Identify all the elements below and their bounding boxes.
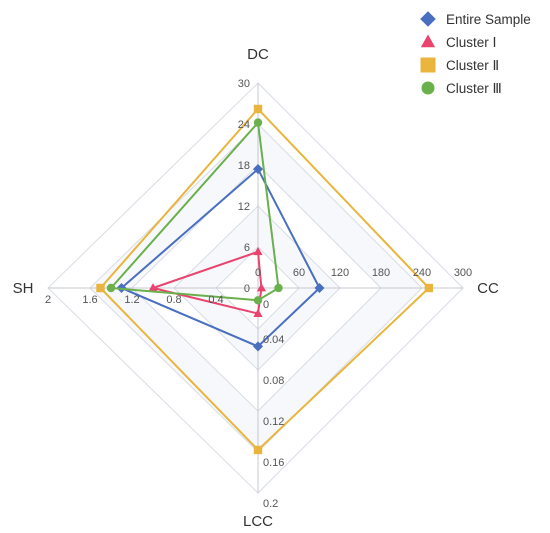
tick-label-sh-3: 1.2 [124, 294, 139, 306]
data-point-1-dc [252, 164, 264, 175]
axis-title-cc: CC [477, 280, 499, 297]
legend-label-2: Cluster Ⅰ [446, 35, 497, 50]
axis-title-sh: SH [13, 280, 34, 297]
tick-label-dc-5: 30 [238, 78, 250, 90]
legend-label-4: Cluster Ⅲ [446, 81, 502, 96]
tick-label-sh-1: 0.4 [208, 294, 223, 306]
tick-label-lcc-2: 0.08 [263, 375, 284, 387]
radar-axis-labels: DC CC LCC SH [13, 46, 499, 530]
legend-marker-3 [420, 57, 436, 73]
tick-label-sh-4: 1.6 [82, 294, 97, 306]
chart-legend[interactable]: Entire Sample Cluster Ⅰ Cluster Ⅱ Cluster Ⅲ [420, 11, 531, 96]
data-point-3-cc [424, 283, 434, 293]
legend-marker-4 [421, 81, 435, 95]
axis-title-lcc: LCC [243, 513, 273, 530]
data-point-2-lcc [253, 308, 263, 317]
data-point-3-sh [96, 283, 105, 293]
data-point-2-cc [256, 283, 267, 292]
legend-label-1: Entire Sample [446, 12, 531, 27]
tick-label-dc-0: 0 [244, 283, 250, 295]
data-point-4-cc [274, 283, 283, 293]
legend-item-3[interactable]: Cluster Ⅱ [420, 57, 500, 74]
tick-label-dc-2: 12 [238, 201, 250, 213]
tick-label-lcc-5: 0.2 [263, 498, 278, 510]
tick-label-lcc-0: 0 [263, 299, 269, 311]
tick-label-sh-5: 2 [45, 294, 51, 306]
data-point-2-sh [148, 283, 158, 292]
legend-item-4[interactable]: Cluster Ⅲ [421, 81, 502, 96]
tick-label-cc-5: 300 [454, 267, 472, 279]
tick-label-sh-2: 0.8 [166, 294, 181, 306]
tick-label-cc-1: 60 [293, 267, 305, 279]
data-point-4-sh [106, 283, 116, 293]
legend-marker-1 [420, 11, 436, 27]
axis-title-dc: DC [247, 46, 269, 63]
data-point-4-dc [253, 118, 263, 127]
legend-label-3: Cluster Ⅱ [446, 58, 499, 73]
data-point-3-dc [253, 104, 263, 114]
tick-label-lcc-1: 0.04 [263, 334, 284, 346]
data-point-2-dc [253, 246, 263, 256]
tick-label-lcc-3: 0.12 [263, 416, 284, 428]
tick-label-dc-3: 18 [238, 160, 250, 172]
radar-series [96, 104, 434, 455]
legend-item-2[interactable]: Cluster Ⅰ [420, 34, 497, 50]
legend-item-1[interactable]: Entire Sample [420, 11, 531, 27]
legend-marker-2 [420, 34, 436, 48]
data-point-1-lcc [252, 341, 264, 352]
tick-label-cc-4: 240 [413, 267, 431, 279]
data-point-4-lcc [253, 296, 263, 305]
tick-label-dc-4: 24 [238, 119, 250, 131]
tick-label-dc-1: 6 [244, 242, 250, 254]
data-point-1-cc [314, 282, 325, 294]
tick-label-lcc-4: 0.16 [263, 457, 284, 469]
tick-label-cc-3: 180 [372, 267, 390, 279]
tick-label-cc-0: 0 [255, 267, 261, 279]
data-point-3-lcc [253, 445, 263, 455]
tick-label-cc-2: 120 [331, 267, 349, 279]
